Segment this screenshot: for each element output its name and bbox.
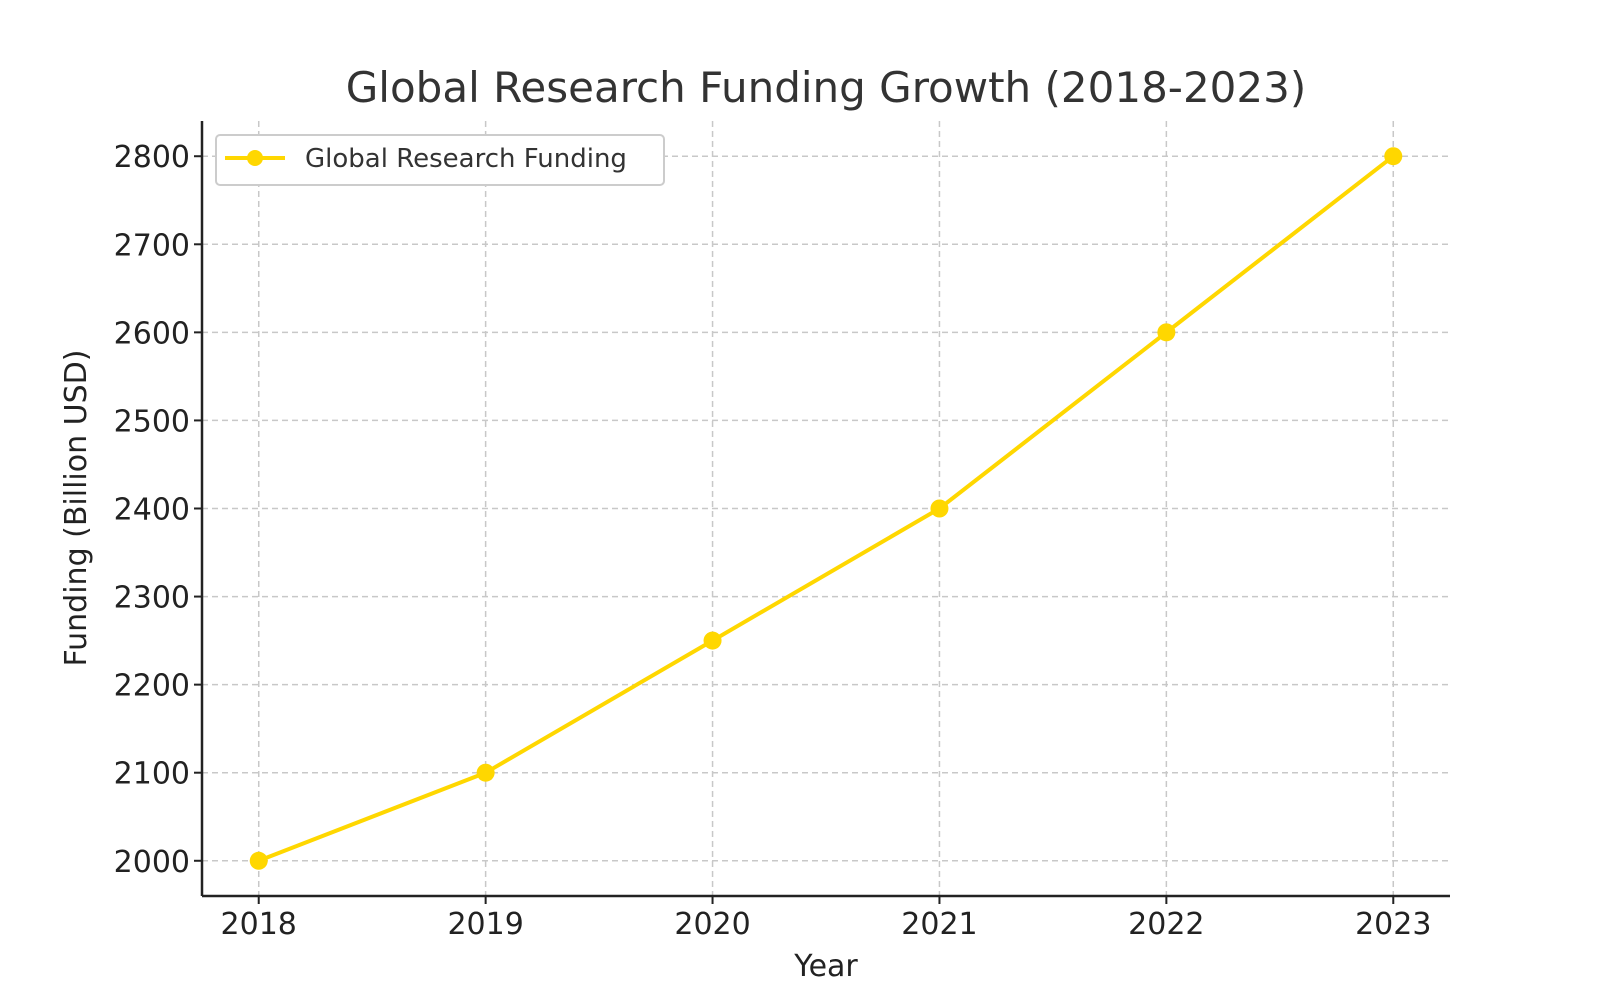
y-tick-label: 2700 (114, 228, 190, 263)
y-tick-label: 2400 (114, 493, 190, 528)
y-axis-label: Funding (Billion USD) (59, 350, 94, 667)
legend: Global Research Funding (215, 134, 665, 186)
x-tick-label: 2023 (1355, 907, 1431, 942)
y-tick-label: 2800 (114, 140, 190, 175)
y-tick-label: 2300 (114, 581, 190, 616)
data-point (703, 631, 722, 650)
data-point (1157, 323, 1176, 342)
data-point (249, 851, 268, 870)
y-axis-ticks: 2000 2100 2200 2300 2400 2500 2600 2700 2800 (114, 140, 202, 880)
y-tick-label: 2100 (114, 757, 190, 792)
x-axis-label: Year (793, 949, 858, 984)
y-tick-label: 2500 (114, 404, 190, 439)
chart-title: Global Research Funding Growth (2018-202… (346, 63, 1306, 112)
x-tick-label: 2019 (447, 907, 523, 942)
grid (202, 121, 1450, 896)
legend-marker-swatch (247, 150, 263, 166)
x-tick-label: 2022 (1128, 907, 1204, 942)
data-point (930, 499, 949, 518)
x-tick-label: 2020 (674, 907, 750, 942)
y-tick-label: 2600 (114, 316, 190, 351)
x-tick-label: 2021 (901, 907, 977, 942)
legend-box (215, 134, 665, 186)
series-layer (249, 147, 1403, 870)
data-point (476, 763, 495, 782)
series-line (256, 154, 1396, 863)
y-tick-label: 2200 (114, 669, 190, 704)
data-point (1384, 147, 1403, 166)
y-tick-label: 2000 (114, 845, 190, 880)
legend-entry-label: Global Research Funding (305, 144, 627, 174)
x-axis-ticks: 2018 2019 2020 2021 2022 2023 (221, 896, 1431, 942)
x-tick-label: 2018 (221, 907, 297, 942)
